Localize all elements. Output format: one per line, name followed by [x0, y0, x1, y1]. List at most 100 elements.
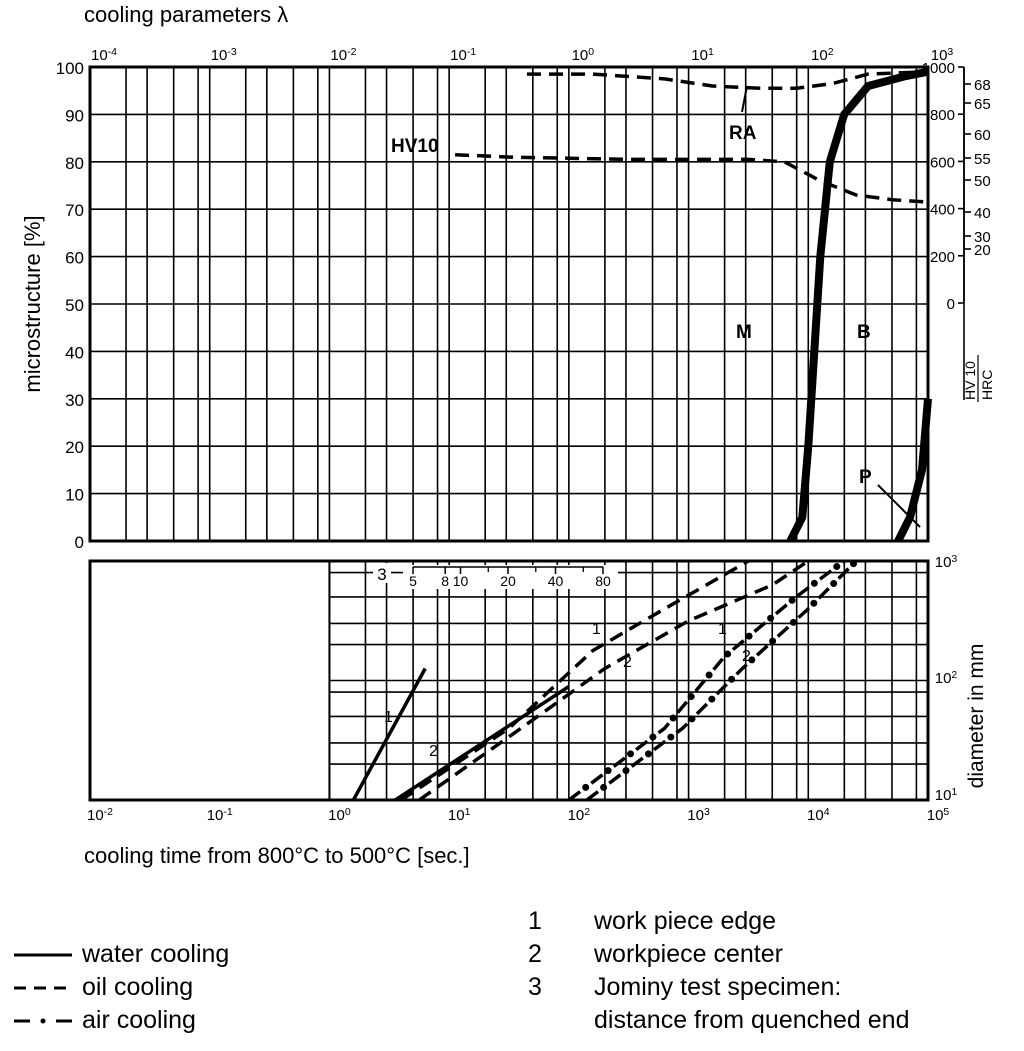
y-axis-label-bottom: diameter in mm	[965, 644, 988, 789]
curve-ra	[527, 69, 929, 91]
air-dot	[600, 783, 608, 791]
air-dot	[769, 637, 777, 645]
time-tick-label: 10-2	[87, 806, 113, 824]
curve-water-1-edge-	[351, 667, 427, 800]
hrc-tick-label: 40	[974, 205, 991, 222]
curve-water-2-center-	[394, 685, 570, 800]
dash-dot-line-icon	[14, 1018, 72, 1023]
region-m-label: M	[736, 322, 752, 343]
air-dot	[748, 656, 756, 664]
air-dot	[728, 675, 736, 683]
air-dot	[833, 563, 841, 571]
diameter-tick-label: 101	[935, 786, 958, 804]
air-dot	[830, 579, 838, 587]
y-tick-label: 0	[75, 533, 84, 552]
hv-tick-label: 600	[930, 154, 955, 171]
legend-position-3: 3 Jominy test specimen:	[528, 971, 910, 1004]
lambda-tick-label: 10-4	[91, 46, 117, 64]
legend-position-3-cont: distance from quenched end	[528, 1004, 910, 1037]
hrc-tick-label: 50	[974, 173, 991, 190]
y-tick-label: 80	[65, 154, 84, 173]
air-dot	[810, 579, 818, 587]
jominy-tick-label: 20	[500, 573, 516, 589]
y-tick-label: 60	[65, 249, 84, 268]
air-dot	[767, 614, 775, 622]
hrc-tick-label: 55	[974, 151, 991, 168]
jominy-tick-label: 5	[409, 573, 417, 589]
jominy-num-bg	[373, 563, 391, 583]
curve-number-label: 2	[429, 743, 438, 760]
hrc-axis-label: HRC	[979, 370, 995, 400]
y-tick-label: 90	[65, 106, 84, 125]
air-dot	[788, 596, 796, 604]
curve-number-label: 2	[742, 648, 751, 665]
line-style-legend: water cooling oil cooling air cooling	[14, 938, 229, 1037]
bottom-axis-title: cooling time from 800°C to 500°C [sec.]	[84, 843, 470, 868]
air-dot	[688, 715, 696, 723]
lambda-tick-label: 100	[572, 46, 595, 64]
legend-label: workpiece center	[594, 940, 783, 968]
time-tick-label: 104	[807, 806, 830, 824]
legend-label: air cooling	[82, 1006, 196, 1034]
legend-label: distance from quenched end	[594, 1006, 910, 1034]
curve-number-label: 1	[718, 621, 727, 638]
legend-water: water cooling	[14, 938, 229, 971]
air-dot	[582, 783, 590, 791]
jominy-box	[403, 565, 618, 589]
position-legend: 1 work piece edge 2 workpiece center 3 Jomi…	[528, 905, 910, 1037]
legend-num: 2	[528, 940, 542, 968]
time-tick-label: 100	[328, 806, 351, 824]
lambda-tick-label: 10-2	[330, 46, 356, 64]
jominy-tick-label: 40	[548, 573, 564, 589]
p-pointer	[877, 484, 921, 528]
dashed-line-icon	[14, 986, 72, 989]
curve-hv10	[455, 152, 929, 204]
y-tick-label: 40	[65, 343, 84, 362]
bottom-chart-frame	[88, 559, 930, 802]
lambda-tick-label: 10-1	[450, 46, 476, 64]
diameter-tick-label: 102	[935, 669, 958, 687]
air-dot	[724, 650, 732, 658]
air-dot	[667, 733, 675, 741]
curve-air-2-center-	[585, 561, 858, 800]
time-tick-label: 101	[448, 806, 471, 824]
air-dot	[627, 750, 635, 758]
hv-tick-label: 400	[930, 202, 955, 219]
jominy-label: 3	[377, 565, 386, 584]
hv-tick-label: 200	[930, 249, 955, 266]
legend-label: water cooling	[82, 940, 230, 968]
air-dot	[708, 695, 716, 703]
curve-oil-2-center-	[418, 561, 810, 800]
region-b-label: B	[857, 322, 871, 343]
air-dot	[604, 767, 612, 775]
legend-air: air cooling	[14, 1004, 229, 1037]
legend-label: Jominy test specimen:	[594, 973, 842, 1001]
y-tick-label: 10	[65, 486, 84, 505]
curve-number-label: 1	[592, 621, 601, 638]
time-tick-label: 10-1	[207, 806, 233, 824]
y-tick-label: 100	[56, 59, 84, 78]
hrc-tick-label: 20	[974, 242, 991, 259]
curve-b-p-boundary	[894, 398, 932, 543]
hv10-axis-label: HV 10	[962, 361, 978, 400]
air-dot	[669, 714, 677, 722]
air-dot	[687, 693, 695, 701]
ra-pointer	[741, 85, 748, 113]
air-dot	[849, 561, 857, 568]
hrc-tick-label: 65	[974, 96, 991, 113]
lambda-tick-label: 10-3	[211, 46, 237, 64]
time-tick-label: 102	[568, 806, 591, 824]
hv-tick-label: 1000	[922, 60, 955, 77]
air-dot	[622, 767, 630, 775]
region-p-label: P	[859, 467, 872, 488]
lambda-tick-label: 103	[931, 46, 954, 64]
y-axis-label-top: microstructure [%]	[20, 215, 45, 392]
air-dot	[810, 599, 818, 607]
hv-tick-label: 0	[947, 296, 955, 313]
curve-m-b-boundary	[786, 67, 929, 543]
diameter-tick-label: 103	[935, 553, 958, 571]
jominy-tick-label: 80	[595, 573, 611, 589]
air-dot	[789, 618, 797, 626]
legend-label: work piece edge	[594, 907, 777, 935]
